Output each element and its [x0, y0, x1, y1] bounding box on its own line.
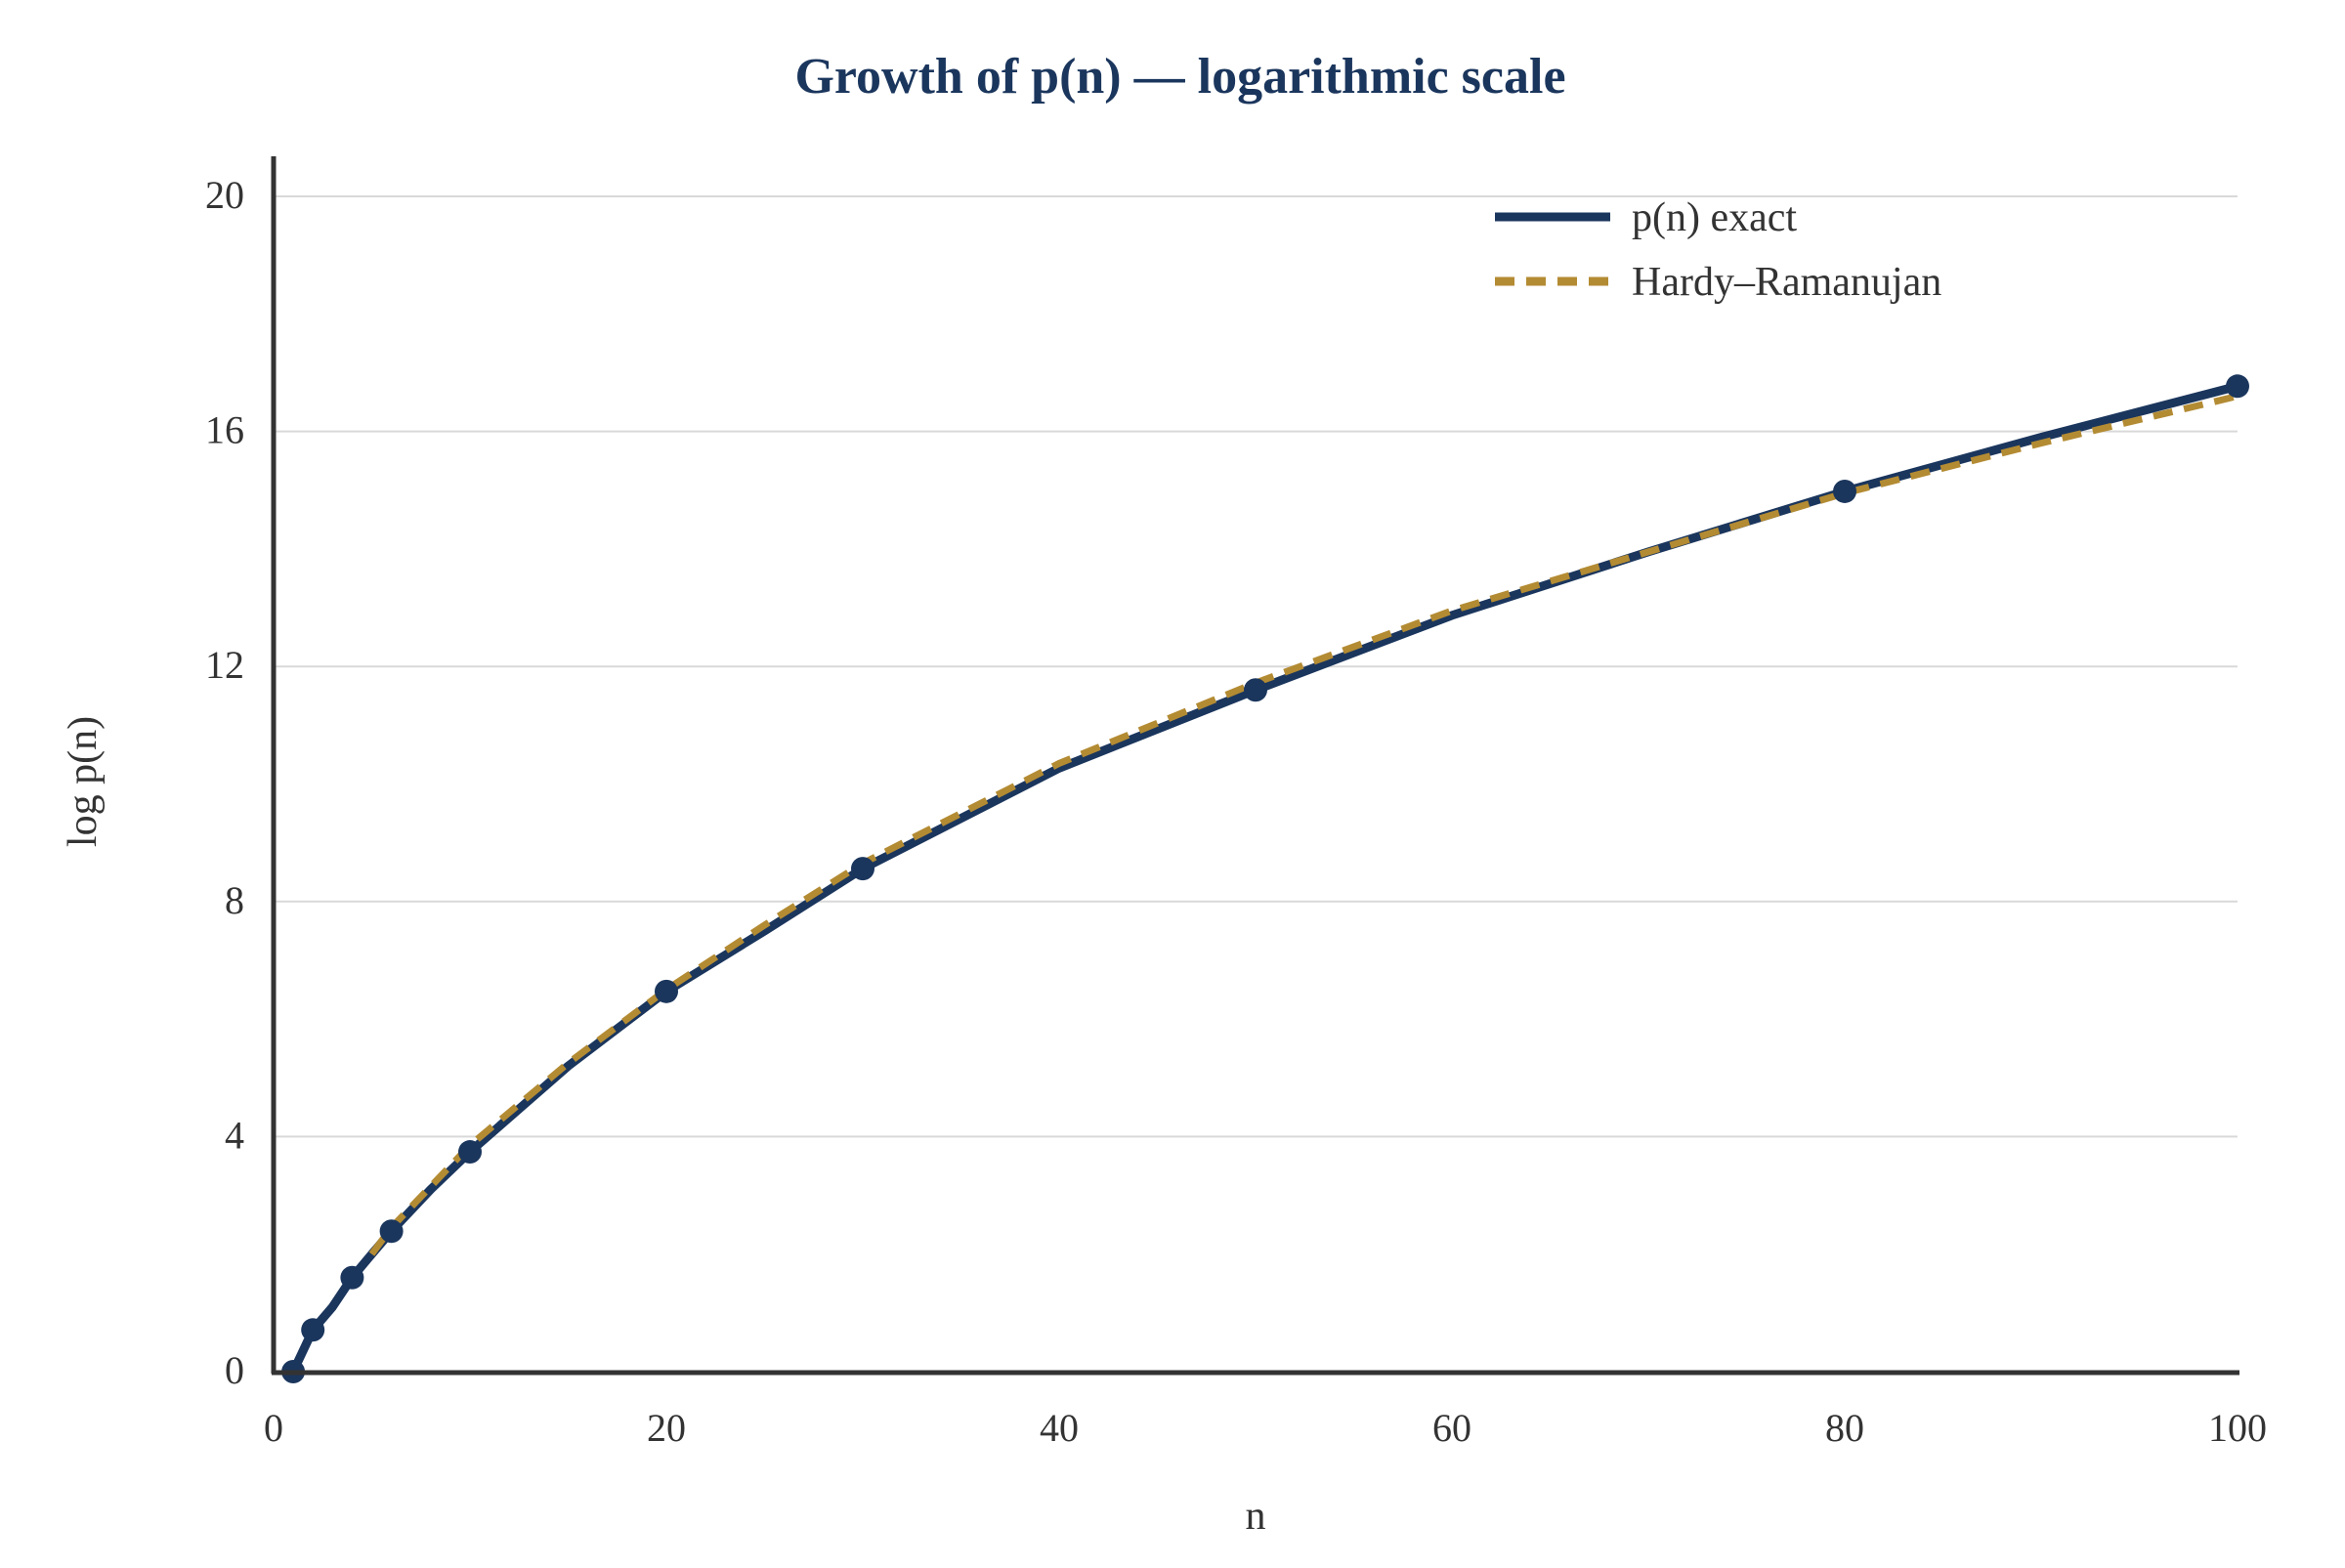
legend-label-exact: p(n) exact — [1632, 195, 1797, 240]
series-layer — [281, 374, 2249, 1383]
data-point-exact — [340, 1265, 364, 1290]
data-point-exact — [851, 857, 874, 881]
x-tick-label: 40 — [1040, 1406, 1079, 1450]
x-tick-label: 80 — [1825, 1406, 1864, 1450]
series-line-exact — [289, 381, 2239, 1374]
series-line-hardy-ramanujan — [368, 393, 2238, 1256]
y-tick-labels: 0 4 8 12 16 20 — [205, 173, 244, 1392]
y-tick-label: 12 — [205, 643, 244, 687]
y-tick-label: 0 — [225, 1348, 244, 1392]
data-point-exact — [458, 1140, 482, 1165]
legend: p(n) exact Hardy–Ramanujan — [1495, 195, 1941, 305]
x-axis-label: n — [1246, 1494, 1266, 1539]
data-point-exact — [379, 1219, 404, 1244]
data-point-exact — [301, 1318, 325, 1342]
data-point-exact — [2226, 374, 2249, 399]
data-point-exact — [655, 979, 678, 1003]
chart-title: Growth of p(n) — logarithmic scale — [794, 49, 1565, 105]
y-tick-label: 4 — [225, 1113, 244, 1157]
y-tick-label: 20 — [205, 173, 244, 217]
y-tick-label: 8 — [225, 878, 244, 922]
y-tick-label: 16 — [205, 408, 244, 452]
x-tick-label: 60 — [1432, 1406, 1471, 1450]
y-axis-label: log p(n) — [61, 716, 106, 847]
data-point-exact — [1833, 479, 1856, 503]
grid — [274, 195, 2238, 1138]
x-tick-label: 20 — [647, 1406, 686, 1450]
x-tick-label: 0 — [264, 1406, 283, 1450]
legend-label-hardy-ramanujan: Hardy–Ramanujan — [1632, 260, 1941, 305]
x-tick-label: 100 — [2208, 1406, 2267, 1450]
x-tick-labels: 0 20 40 60 80 100 — [264, 1406, 2267, 1450]
data-point-exact — [1244, 678, 1267, 702]
